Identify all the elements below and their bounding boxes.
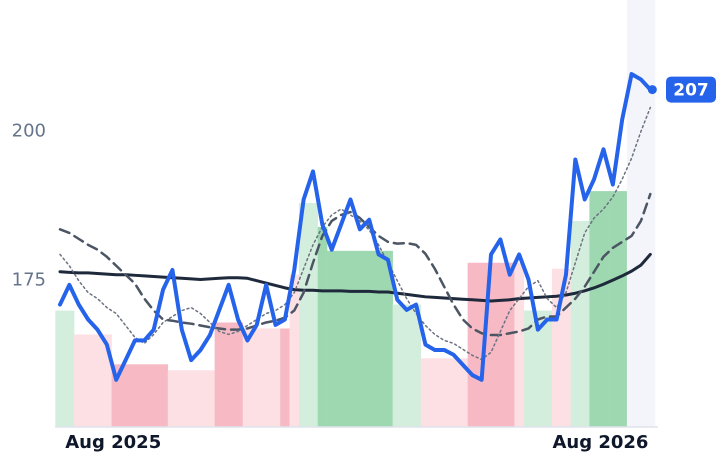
band — [270, 328, 281, 427]
band — [448, 358, 459, 427]
band — [74, 334, 84, 427]
band — [551, 268, 562, 427]
bands — [55, 0, 658, 428]
x-tick-label: Aug 2026 — [552, 432, 648, 453]
band — [580, 220, 590, 427]
band — [130, 364, 140, 427]
series-line — [58, 252, 652, 303]
band — [523, 310, 534, 427]
band — [205, 370, 215, 427]
band — [102, 334, 112, 427]
band — [364, 250, 375, 427]
band — [495, 262, 506, 427]
band — [242, 328, 253, 427]
x-tick-label: Aug 2025 — [65, 432, 161, 453]
band — [317, 226, 328, 427]
band — [505, 262, 515, 427]
band — [617, 191, 628, 427]
band — [139, 364, 150, 427]
band — [570, 220, 581, 427]
band — [439, 358, 450, 427]
band — [280, 328, 290, 427]
band — [402, 304, 412, 427]
band — [392, 304, 403, 427]
band — [195, 370, 206, 427]
series-line — [58, 72, 653, 382]
band — [223, 322, 234, 427]
band — [420, 358, 431, 427]
last-point — [647, 85, 657, 95]
band — [608, 191, 618, 427]
band — [355, 250, 365, 427]
band — [458, 358, 468, 427]
band — [149, 364, 159, 427]
y-tick-label: 175 — [12, 270, 46, 291]
band — [308, 203, 318, 427]
band — [636, 0, 646, 427]
band — [598, 191, 609, 427]
lines — [58, 72, 657, 382]
band — [214, 322, 225, 427]
value-label: 207 — [673, 81, 709, 101]
band — [411, 304, 422, 427]
band — [120, 364, 131, 427]
band — [373, 250, 384, 427]
band — [561, 268, 571, 427]
band — [252, 328, 262, 427]
band — [589, 191, 600, 427]
band — [345, 250, 356, 427]
band — [645, 0, 656, 427]
band — [233, 322, 244, 427]
value-badge — [666, 76, 716, 103]
band — [55, 310, 65, 427]
band — [383, 250, 393, 427]
band — [542, 310, 553, 427]
band — [158, 364, 169, 427]
band — [177, 370, 187, 427]
band — [336, 250, 347, 427]
band — [476, 262, 487, 427]
band — [430, 358, 440, 427]
labels: 175 200 Aug 2025 Aug 2026 207 — [12, 76, 716, 453]
band — [327, 250, 337, 427]
band — [289, 274, 300, 427]
band — [467, 262, 478, 427]
band — [514, 262, 525, 427]
band — [533, 310, 543, 427]
band — [111, 364, 122, 427]
band — [167, 370, 178, 427]
band — [298, 203, 309, 427]
band — [486, 262, 497, 427]
band — [83, 334, 94, 427]
y-tick-label: 200 — [12, 120, 46, 141]
band — [261, 328, 272, 427]
band — [626, 0, 637, 427]
band — [92, 334, 103, 427]
band — [186, 370, 197, 427]
band — [64, 310, 75, 427]
